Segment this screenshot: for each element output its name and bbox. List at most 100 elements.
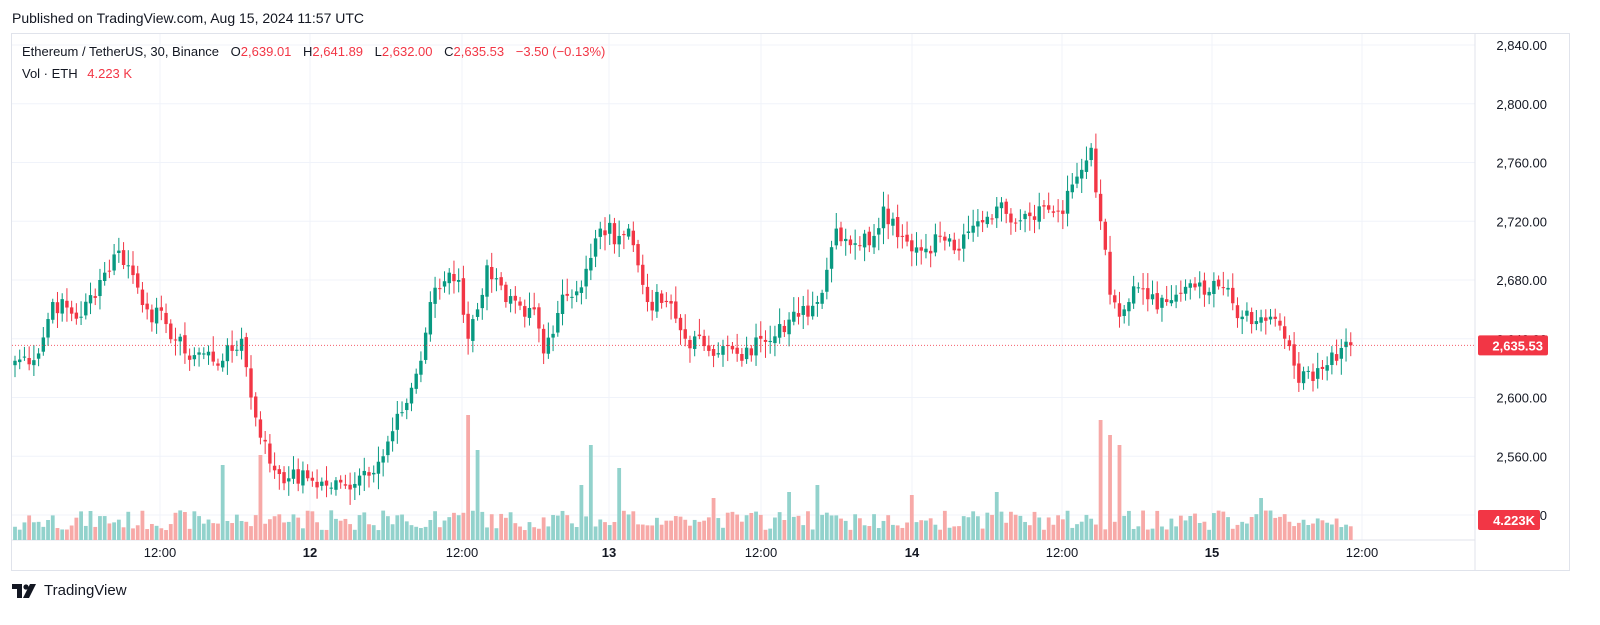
candle-body [60,299,64,314]
price-tick-label: 2,600.00 [1496,391,1547,406]
candle-body [1136,287,1141,289]
volume-bar [957,526,961,540]
candle-body [810,305,815,317]
volume-bar [692,519,697,540]
volume-bar [164,530,168,540]
candle-body [131,265,135,276]
candle-body [598,228,602,237]
candle-body [995,206,999,219]
volume-bar [263,523,268,540]
candle-body [343,484,348,486]
volume-bar [437,527,442,540]
volume-bar [1075,524,1079,540]
volume-bar [319,529,324,540]
volume-bar [1311,523,1315,540]
candle-body [372,472,376,475]
volume-bar [560,510,565,540]
volume-bar [1160,526,1164,540]
volume-bar [324,529,329,540]
volume-bar [50,515,55,540]
candle-body [258,419,263,438]
price-axis: 2,840.00 2,800.00 2,760.00 2,720.00 2,680.00… [12,38,1548,530]
candle-body [952,239,956,251]
candle-body [88,295,93,304]
tradingview-logo[interactable]: TradingView [12,582,127,599]
candle-body [220,360,225,368]
volume-bar [291,514,296,540]
volume-bar [532,527,537,540]
volume-bar [754,511,758,540]
volume-bar [1150,528,1155,540]
volume-bar [27,515,32,540]
volume-bar [145,529,150,540]
candle-body [1264,317,1268,321]
time-tick-label: 12 [303,545,317,560]
volume-bar [1013,514,1018,540]
candle-body [485,265,489,297]
volume-bar [1079,521,1084,540]
volume-bar [334,518,338,540]
volume-bar [1155,510,1160,540]
candle-body [409,387,414,404]
volume-bar [1023,521,1027,540]
volume-bar [612,521,617,540]
candle-body [622,234,626,236]
volume-bar [971,511,976,540]
volume-bar [13,526,17,540]
candle-body [508,296,513,304]
candle-body [55,302,60,314]
volume-bar [683,519,688,540]
volume-bar [768,528,773,540]
volume-bar [1127,510,1131,540]
candle-body [683,329,687,339]
volume-bar [1315,518,1320,540]
candle-body [900,235,905,237]
candle-body [159,307,164,311]
volume-bar [258,455,263,540]
volume-bar [423,526,428,540]
candle-body [641,264,645,285]
volume-bar [744,515,749,540]
volume-bar [230,523,235,540]
volume-bar [541,517,546,540]
candle-body [910,240,914,252]
candle-body [1004,201,1008,214]
low-value: 2,632.00 [381,44,433,59]
candle-body [518,301,522,306]
volume-bar [593,526,598,540]
volume-bar [371,525,376,540]
candle-body [1226,287,1230,290]
last-price-label: 2,635.53 [1492,338,1543,353]
time-tick-label: 15 [1205,545,1219,560]
volume-bar [301,528,305,540]
candle-body [126,265,130,267]
candle-body [938,235,942,237]
volume-bar [867,526,872,540]
candle-body [801,305,805,315]
candle-body [405,402,409,411]
symbol-title[interactable]: Ethereum / TetherUS, 30, Binance [22,44,220,59]
volume-bar [1334,518,1339,540]
volume-bar [716,518,721,540]
candle-body [1202,280,1207,295]
volume-bar [947,527,952,540]
candle-body [1235,305,1240,319]
volume-label[interactable]: Vol · ETH [22,66,78,81]
volume-bar [272,516,277,540]
candle-body [957,248,961,251]
low-label: L [374,44,382,59]
open-label: O [230,44,241,59]
last-price-badge [1478,335,1548,356]
candle-body [1084,160,1089,172]
volume-bar [640,524,645,540]
candle-body [121,250,126,266]
volume-bar [1325,522,1330,540]
candle-body [608,222,612,234]
candle-body [1061,210,1065,214]
volume-bar [315,522,319,540]
last-volume-badge [1478,510,1540,530]
volume-bar [1216,510,1221,540]
published-note: Published on TradingView.com, Aug 15, 20… [12,10,365,26]
volume-bar [824,512,829,540]
